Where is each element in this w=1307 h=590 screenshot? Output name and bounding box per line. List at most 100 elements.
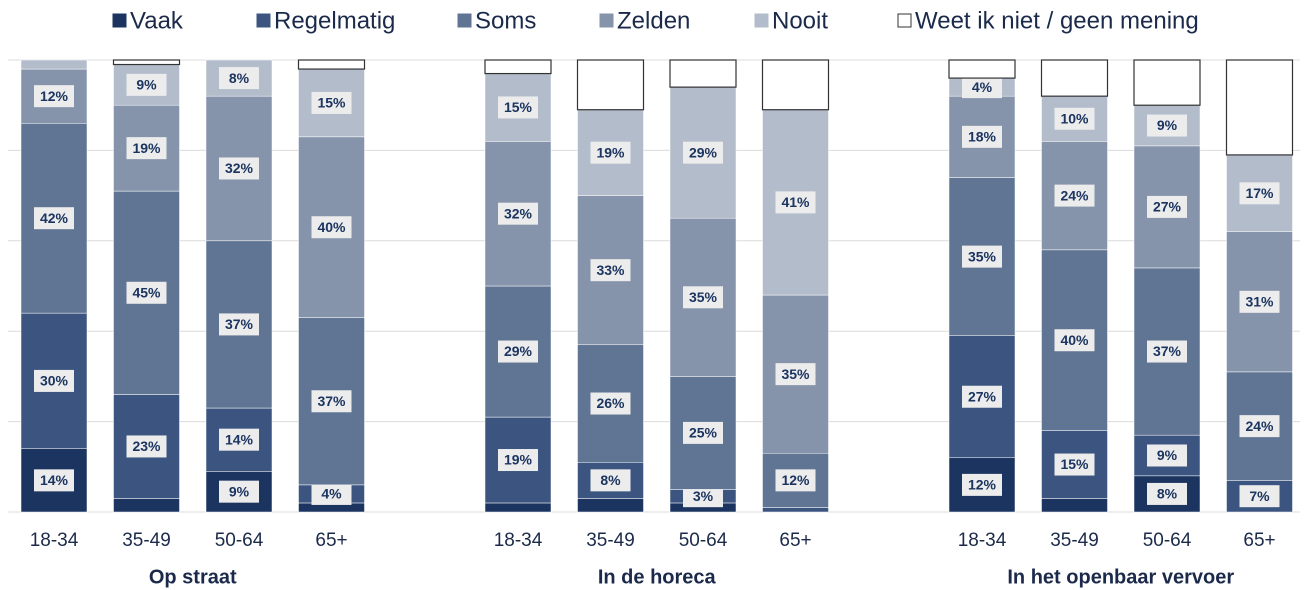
value-label: 41% bbox=[781, 194, 810, 210]
value-label: 24% bbox=[1060, 187, 1089, 203]
bar-segment bbox=[577, 498, 644, 513]
label-box bbox=[1054, 107, 1095, 130]
label-box bbox=[590, 259, 631, 282]
x-tick-label: 50-64 bbox=[215, 530, 264, 551]
label-box bbox=[590, 392, 631, 415]
value-label: 17% bbox=[1245, 185, 1274, 201]
label-box bbox=[34, 85, 74, 108]
label-box bbox=[1239, 485, 1280, 508]
bar-segment bbox=[20, 448, 88, 513]
label-box bbox=[1239, 182, 1280, 205]
value-label: 35% bbox=[968, 248, 997, 264]
value-label: 8% bbox=[229, 70, 250, 86]
bar-segment bbox=[669, 59, 737, 88]
value-label: 24% bbox=[1245, 418, 1274, 434]
value-label: 35% bbox=[781, 366, 810, 382]
value-label: 9% bbox=[136, 77, 157, 93]
value-label: 26% bbox=[596, 395, 625, 411]
label-box bbox=[1147, 444, 1187, 467]
bar-segment bbox=[113, 498, 180, 513]
label-box bbox=[1239, 415, 1280, 438]
value-label: 23% bbox=[132, 438, 161, 454]
value-label: 19% bbox=[596, 144, 625, 160]
value-label: 37% bbox=[317, 393, 346, 409]
value-label: 31% bbox=[1245, 294, 1274, 310]
label-box bbox=[683, 286, 723, 309]
legend-label: Vaak bbox=[130, 7, 184, 34]
label-box bbox=[1147, 340, 1187, 363]
value-label: 14% bbox=[225, 431, 254, 447]
label-box bbox=[962, 245, 1002, 268]
legend-swatch bbox=[256, 13, 271, 28]
value-label: 30% bbox=[40, 373, 69, 389]
label-box bbox=[590, 469, 631, 492]
value-label: 37% bbox=[225, 316, 254, 332]
legend-label: Soms bbox=[475, 7, 536, 34]
x-tick-label: 18-34 bbox=[494, 530, 543, 551]
label-box bbox=[34, 207, 74, 230]
value-label: 12% bbox=[781, 472, 810, 488]
x-tick-label: 65+ bbox=[779, 530, 811, 551]
bar-segment bbox=[576, 59, 645, 111]
x-tick-label: 35-49 bbox=[122, 530, 171, 551]
legend-swatch bbox=[599, 13, 614, 28]
label-box bbox=[34, 369, 74, 392]
x-tick-label: 50-64 bbox=[1143, 530, 1192, 551]
value-label: 7% bbox=[1249, 488, 1270, 504]
value-label: 32% bbox=[504, 205, 533, 221]
bar-segment bbox=[1133, 59, 1201, 106]
bar-segment bbox=[1225, 59, 1294, 156]
value-label: 29% bbox=[689, 144, 718, 160]
label-box bbox=[1147, 114, 1187, 137]
value-label: 33% bbox=[596, 262, 625, 278]
bar-segment bbox=[1041, 498, 1108, 513]
label-box bbox=[962, 473, 1002, 496]
legend-label: Regelmatig bbox=[274, 7, 395, 34]
label-box bbox=[311, 390, 352, 413]
value-label: 37% bbox=[1153, 343, 1182, 359]
label-box bbox=[775, 469, 816, 492]
label-box bbox=[1147, 195, 1187, 218]
label-box bbox=[962, 125, 1002, 148]
value-label: 25% bbox=[689, 425, 718, 441]
x-tick-label: 65+ bbox=[315, 530, 347, 551]
label-box bbox=[1147, 482, 1187, 505]
x-tick-label: 18-34 bbox=[958, 530, 1007, 551]
label-box bbox=[219, 157, 259, 180]
value-label: 10% bbox=[1060, 110, 1089, 126]
legend-swatch bbox=[754, 13, 769, 28]
x-tick-label: 18-34 bbox=[30, 530, 79, 551]
bar-segment bbox=[484, 59, 552, 75]
value-label: 12% bbox=[40, 88, 69, 104]
value-label: 4% bbox=[972, 79, 993, 95]
bar-segment bbox=[948, 59, 1016, 79]
group-label: In het openbaar vervoer bbox=[1007, 566, 1234, 588]
x-tick-label: 65+ bbox=[1243, 530, 1275, 551]
value-label: 40% bbox=[317, 219, 346, 235]
bar-segment bbox=[484, 502, 552, 513]
group-label: Op straat bbox=[149, 566, 237, 588]
label-box bbox=[775, 191, 816, 214]
legend-label: Weet ik niet / geen mening bbox=[915, 7, 1199, 34]
label-box bbox=[962, 76, 1002, 99]
label-box bbox=[126, 281, 167, 304]
label-box bbox=[683, 421, 723, 444]
value-label: 12% bbox=[968, 477, 997, 493]
value-label: 40% bbox=[1060, 332, 1089, 348]
label-box bbox=[962, 385, 1002, 408]
label-box bbox=[126, 73, 167, 96]
label-box bbox=[498, 96, 538, 119]
value-label: 15% bbox=[317, 95, 346, 111]
label-box bbox=[498, 202, 538, 225]
legend-label: Zelden bbox=[617, 7, 690, 34]
value-label: 8% bbox=[1157, 486, 1178, 502]
value-label: 9% bbox=[1157, 117, 1178, 133]
label-box bbox=[1054, 453, 1095, 476]
label-box bbox=[1054, 184, 1095, 207]
label-box bbox=[311, 91, 352, 114]
value-label: 32% bbox=[225, 160, 254, 176]
bar-segment bbox=[205, 240, 273, 409]
group-label: In de horeca bbox=[598, 566, 717, 588]
legend-swatch bbox=[457, 13, 472, 28]
